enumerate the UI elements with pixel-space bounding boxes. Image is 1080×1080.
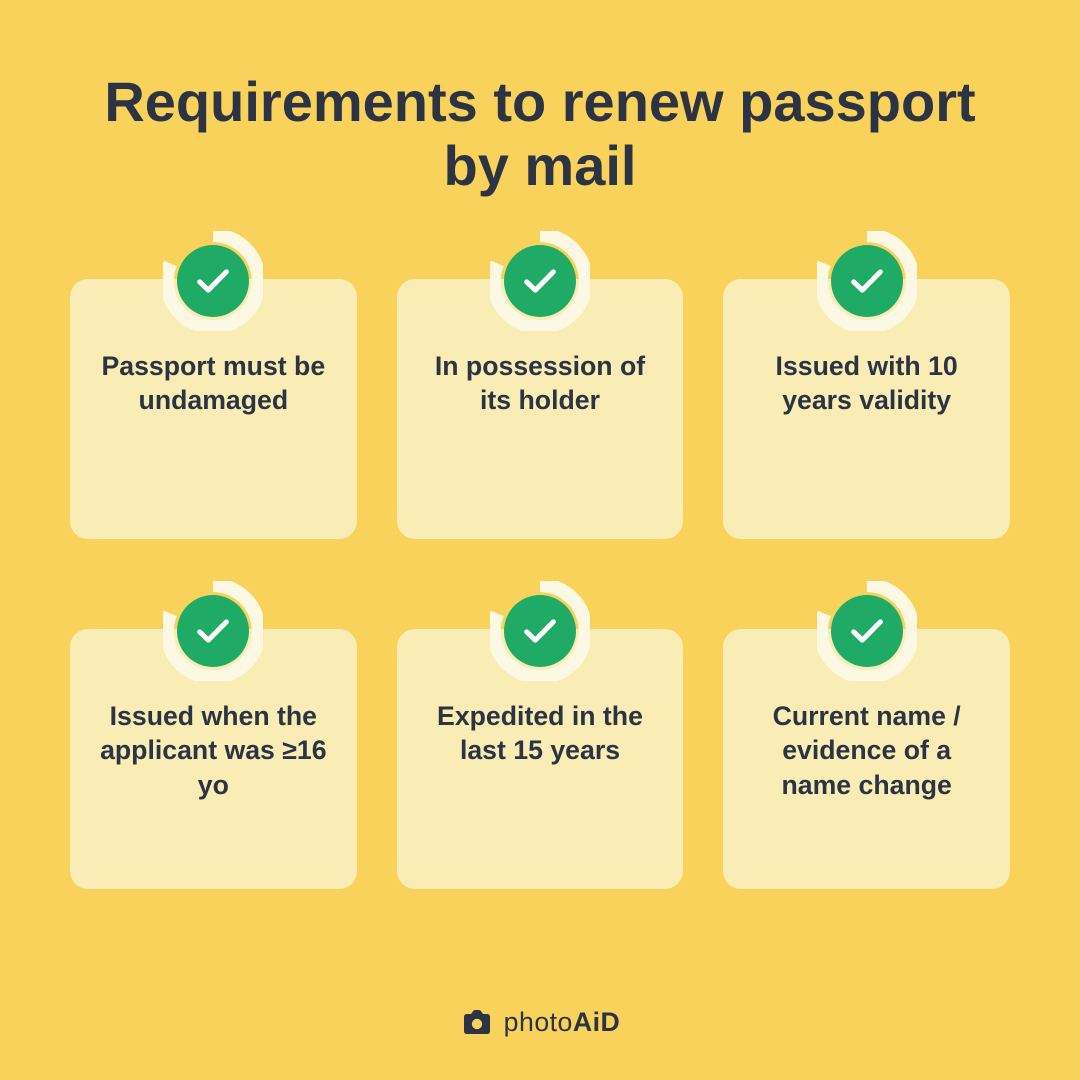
check-icon bbox=[193, 611, 233, 651]
page-title: Requirements to renew passport by mail bbox=[90, 70, 990, 199]
requirement-text: Current name / evidence of a name change bbox=[751, 699, 982, 803]
check-badge bbox=[490, 231, 590, 331]
camera-icon bbox=[460, 1009, 494, 1037]
requirement-card: Expedited in the last 15 years bbox=[397, 629, 684, 889]
brand-plain: photo bbox=[504, 1007, 573, 1037]
requirement-text: Expedited in the last 15 years bbox=[425, 699, 656, 768]
check-icon bbox=[847, 611, 887, 651]
badge-circle bbox=[504, 245, 576, 317]
brand-text: photoAiD bbox=[504, 1007, 621, 1038]
badge-circle bbox=[831, 595, 903, 667]
requirements-grid: Passport must be undamaged In possession… bbox=[70, 279, 1010, 889]
check-badge bbox=[163, 231, 263, 331]
badge-circle bbox=[831, 245, 903, 317]
requirement-card: In possession of its holder bbox=[397, 279, 684, 539]
requirement-card: Current name / evidence of a name change bbox=[723, 629, 1010, 889]
badge-circle bbox=[177, 245, 249, 317]
requirement-card: Passport must be undamaged bbox=[70, 279, 357, 539]
check-icon bbox=[193, 261, 233, 301]
check-badge bbox=[163, 581, 263, 681]
check-icon bbox=[520, 611, 560, 651]
check-badge bbox=[817, 581, 917, 681]
check-icon bbox=[520, 261, 560, 301]
badge-circle bbox=[504, 595, 576, 667]
requirement-text: Issued with 10 years validity bbox=[751, 349, 982, 418]
check-icon bbox=[847, 261, 887, 301]
footer-brand: photoAiD bbox=[0, 1007, 1080, 1038]
requirement-text: Passport must be undamaged bbox=[98, 349, 329, 418]
requirement-text: Issued when the applicant was ≥16 yo bbox=[98, 699, 329, 803]
infographic-canvas: Requirements to renew passport by mail P… bbox=[0, 0, 1080, 1080]
check-badge bbox=[817, 231, 917, 331]
check-badge bbox=[490, 581, 590, 681]
requirement-text: In possession of its holder bbox=[425, 349, 656, 418]
requirement-card: Issued when the applicant was ≥16 yo bbox=[70, 629, 357, 889]
badge-circle bbox=[177, 595, 249, 667]
brand-accent: AiD bbox=[573, 1007, 620, 1037]
requirement-card: Issued with 10 years validity bbox=[723, 279, 1010, 539]
